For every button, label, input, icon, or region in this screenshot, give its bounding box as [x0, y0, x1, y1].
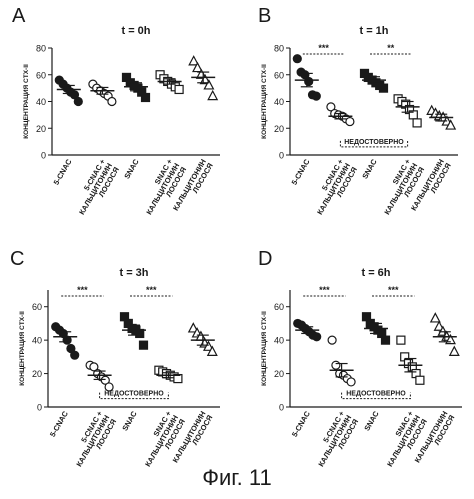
- x-tick-label-line: SNAC: [120, 409, 139, 432]
- x-tick-label: 5-CNAC: [290, 157, 312, 187]
- significance-label: ***: [319, 285, 330, 295]
- y-tick-label: 20: [274, 124, 284, 134]
- panel-title: t = 6h: [361, 267, 390, 279]
- x-tick-label: 5-CNAC: [290, 409, 312, 439]
- panel-letter: D: [258, 248, 272, 270]
- panel-letter: B: [258, 5, 271, 27]
- x-tick-label: 5-CNAC +КАЛЬЦИТОНИНЛОСОСЯ: [70, 157, 121, 220]
- x-tick-label: 5-CNAC +КАЛЬЦИТОНИНЛОСОСЯ: [310, 409, 361, 472]
- data-point: [347, 378, 355, 386]
- y-tick-label: 40: [32, 336, 42, 346]
- x-tick-label: SNAC: [122, 157, 141, 180]
- data-point: [431, 313, 440, 322]
- significance-label: **: [387, 43, 395, 53]
- panel-title: t = 3h: [119, 267, 148, 279]
- x-tick-label-line: 5-CNAC: [48, 409, 70, 439]
- data-point: [382, 336, 390, 344]
- data-point: [140, 341, 148, 349]
- significance-label: ***: [318, 43, 329, 53]
- y-tick-label: 80: [274, 44, 284, 54]
- data-point: [346, 118, 354, 126]
- ns-label: НЕДОСТОВЕРНО: [104, 391, 164, 398]
- significance-label: ***: [77, 285, 88, 295]
- y-axis-label: КОНЦЕНТРАЦИЯ CTX-II: [261, 311, 268, 386]
- data-point: [413, 119, 421, 127]
- data-point: [332, 361, 340, 369]
- x-tick-label: 5-CNAC: [52, 157, 74, 187]
- y-tick-label: 60: [32, 302, 42, 312]
- panel-c: Ct = 3h 0 20 40 60 КОНЦЕНТРАЦИЯ CTX-II 5-CNAC5…: [10, 248, 220, 472]
- x-tick-label-line: SNAC: [362, 409, 381, 432]
- x-tick-label: SNAC +КАЛЬЦИТОНИНЛОСОСЯ: [136, 409, 187, 472]
- y-axis-label: КОНЦЕНТРАЦИЯ CTX-II: [19, 311, 26, 386]
- panel-a: At = 0h 0 20 40 60 80 КОНЦЕНТРАЦИЯ CTX-II 5-CNA…: [12, 5, 220, 220]
- panel-b: Bt = 1h 0 20 40 60 80 КОНЦЕНТРАЦИЯ CTX-II 5-CNA…: [258, 5, 458, 220]
- ns-label: НЕДОСТОВЕРНО: [344, 139, 404, 146]
- data-point: [293, 55, 301, 63]
- panel-d: Dt = 6h 0 20 40 60 КОНЦЕНТРАЦИЯ CTX-II 5-CNAC5…: [258, 248, 462, 472]
- y-axis-label: КОНЦЕНТРАЦИЯ CTX-II: [23, 64, 30, 139]
- x-tick-label-line: SNAC: [122, 157, 141, 180]
- data-point: [208, 91, 217, 100]
- data-point: [175, 85, 183, 93]
- x-tick-label: 5-CNAC: [48, 409, 70, 439]
- y-tick-label: 60: [36, 70, 46, 80]
- x-tick-label: SNAC: [120, 409, 139, 432]
- y-tick-label: 0: [279, 151, 284, 161]
- x-tick-label: SNAC +КАЛЬЦИТОНИНЛОСОСЯ: [378, 409, 429, 472]
- panel-title: t = 1h: [359, 25, 388, 37]
- panel-title: t = 0h: [121, 25, 150, 37]
- data-point: [305, 77, 313, 85]
- significance-label: ***: [388, 285, 399, 295]
- y-tick-label: 0: [279, 403, 284, 413]
- y-tick-label: 0: [41, 151, 46, 161]
- y-tick-label: 60: [274, 302, 284, 312]
- x-tick-label-line: 5-CNAC: [290, 409, 312, 439]
- y-tick-label: 0: [37, 403, 42, 413]
- panel-letter: A: [12, 5, 26, 27]
- y-tick-label: 40: [274, 97, 284, 107]
- data-point: [450, 347, 459, 356]
- panel-letter: C: [10, 248, 24, 270]
- data-point: [328, 336, 336, 344]
- x-tick-label: SNAC +КАЛЬЦИТОНИНЛОСОСЯ: [138, 157, 189, 220]
- y-tick-label: 40: [274, 336, 284, 346]
- x-tick-label: SNAC +КАЛЬЦИТОНИНЛОСОСЯ: [376, 157, 427, 220]
- data-point: [397, 336, 405, 344]
- y-tick-label: 20: [36, 124, 46, 134]
- y-axis-label: КОНЦЕНТРАЦИЯ CTX-II: [261, 64, 268, 139]
- data-point: [108, 98, 116, 106]
- figure-caption: Фиг. 11: [0, 465, 474, 491]
- y-tick-label: 20: [32, 369, 42, 379]
- y-tick-label: 20: [274, 369, 284, 379]
- data-point: [312, 92, 320, 100]
- x-tick-label: SNAC: [362, 409, 381, 432]
- y-tick-label: 60: [274, 70, 284, 80]
- x-tick-label-line: 5-CNAC: [290, 157, 312, 187]
- y-tick-label: 80: [36, 44, 46, 54]
- y-tick-label: 40: [36, 97, 46, 107]
- data-point: [313, 333, 321, 341]
- data-point: [71, 351, 79, 359]
- data-point: [74, 98, 82, 106]
- x-tick-label: SNAC: [360, 157, 379, 180]
- data-point: [380, 84, 388, 92]
- x-tick-label: 5-CNAC +КАЛЬЦИТОНИНЛОСОСЯ: [308, 157, 359, 220]
- significance-label: ***: [146, 285, 157, 295]
- x-tick-label: 5-CNAC +КАЛЬЦИТОНИНЛОСОСЯ: [68, 409, 119, 472]
- x-tick-label-line: 5-CNAC: [52, 157, 74, 187]
- data-point: [416, 376, 424, 384]
- data-point: [142, 93, 150, 101]
- ns-label: НЕДОСТОВЕРНО: [346, 391, 406, 398]
- x-tick-label-line: SNAC: [360, 157, 379, 180]
